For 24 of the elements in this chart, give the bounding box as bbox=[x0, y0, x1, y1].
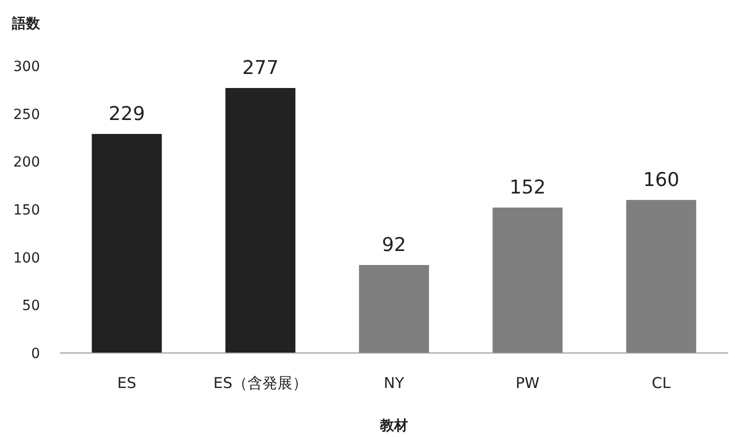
data-label: 152 bbox=[509, 176, 546, 199]
x-tick-label: ES（含発展） bbox=[213, 374, 308, 392]
y-tick-label: 100 bbox=[13, 250, 40, 266]
y-tick-label: 250 bbox=[13, 106, 40, 123]
data-label: 277 bbox=[242, 57, 279, 80]
y-tick-label: 300 bbox=[13, 59, 40, 75]
y-tick-label: 50 bbox=[22, 298, 40, 314]
y-axis-title: 語数 bbox=[11, 15, 41, 32]
bar bbox=[626, 200, 696, 353]
bar bbox=[359, 264, 429, 353]
y-tick-label: 150 bbox=[13, 202, 40, 218]
data-label: 229 bbox=[108, 102, 145, 125]
x-tick-label: PW bbox=[516, 374, 540, 392]
data-label: 160 bbox=[643, 168, 680, 191]
data-label: 92 bbox=[382, 234, 406, 256]
y-tick-label: 0 bbox=[31, 346, 40, 362]
bar bbox=[225, 88, 296, 353]
x-tick-label: ES bbox=[117, 374, 136, 392]
x-tick-label: NY bbox=[384, 374, 406, 392]
x-axis-title: 教材 bbox=[379, 418, 408, 434]
y-tick-label: 200 bbox=[13, 154, 40, 171]
bar bbox=[92, 134, 162, 353]
bar bbox=[492, 208, 563, 353]
x-tick-label: CL bbox=[652, 374, 672, 392]
